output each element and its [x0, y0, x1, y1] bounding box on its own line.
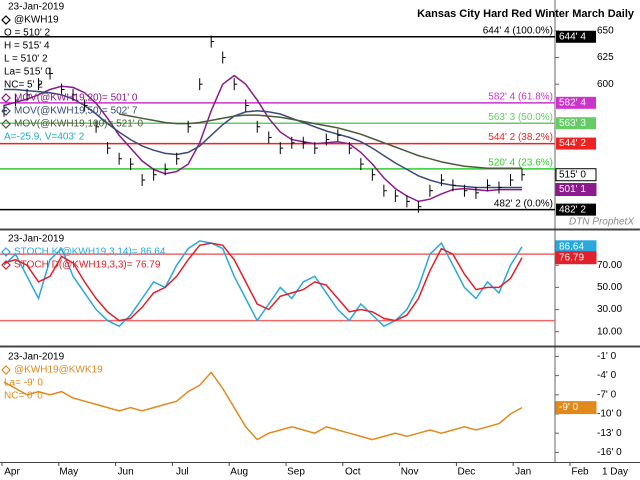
level-tag-label: 644' 4: [559, 31, 586, 42]
level-tag: [556, 203, 596, 216]
y-tick-label: 70.00: [597, 260, 622, 271]
legend-stat: La= 515' 0: [4, 67, 51, 78]
level-label: 644' 4 (100.0%): [483, 25, 553, 36]
legend-date: 23-Jan-2019: [8, 2, 65, 13]
legend-entry: STOCH D(@KWH19,3,3)= 76.79: [14, 260, 161, 271]
legend-marker: [1, 247, 11, 257]
interval: 1 Day: [602, 467, 628, 478]
legend-stat: L = 510' 2: [4, 54, 48, 65]
y-tick-label: -13' 0: [597, 428, 622, 439]
series-line: [3, 74, 522, 203]
source: DTN ProphetX: [569, 217, 634, 228]
level-tag: [556, 30, 596, 43]
series-line: [118, 113, 522, 170]
value-tag: [555, 401, 597, 415]
y-tick-label: -16' 0: [597, 447, 622, 458]
value-tag-label: 501' 1: [559, 184, 586, 195]
legend-entry: STOCH K(@KWH19,3,14)= 86.64: [14, 247, 166, 258]
level-label: 520' 4 (23.6%): [488, 158, 553, 169]
level-tag: [556, 96, 596, 109]
legend-marker: [1, 119, 11, 129]
level-label: 544' 2 (38.2%): [488, 132, 553, 143]
x-tick-label: Feb: [571, 467, 589, 478]
legend-symbol: @KWH19@KWK19: [14, 365, 103, 376]
legend-stat: NC= 0' 0: [4, 391, 43, 402]
legend-entry: MOV(@KWH19,20)= 501' 0: [14, 93, 138, 104]
legend-marker: [1, 365, 11, 375]
series-line: [3, 371, 523, 441]
level-tag-label: 563' 3: [559, 118, 586, 129]
y-tick-label: -4' 0: [597, 370, 617, 381]
y-tick-label: 650: [597, 26, 614, 37]
legend-marker: [1, 106, 11, 116]
x-tick-label: Nov: [401, 467, 419, 478]
x-tick-label: Jun: [118, 467, 134, 478]
legend-marker: [1, 15, 11, 25]
level-tag: [556, 117, 596, 130]
legend-stat: NC= 5' 2: [4, 80, 43, 91]
value-tag-label: 86.64: [559, 241, 584, 252]
value-tag: [555, 168, 597, 182]
legend-stat: La= -9' 0: [4, 378, 43, 389]
y-tick-label: -7' 0: [597, 389, 617, 400]
value-tag: [555, 183, 597, 197]
series-line: [3, 242, 523, 322]
value-tag-label: 76.79: [559, 252, 584, 263]
chart-title: Kansas City Hard Red Winter March Daily: [417, 8, 635, 20]
y-tick-label: 10.00: [597, 326, 622, 337]
legend-entry: MOV(@KWH19,100)= 521' 0: [14, 119, 143, 130]
level-tag-label: 582' 4: [559, 97, 586, 108]
legend-marker: [1, 93, 11, 103]
y-tick-label: -1' 0: [597, 351, 617, 362]
legend-marker: [1, 260, 11, 270]
level-tag-label: 482' 2: [559, 204, 586, 215]
y-tick-label: 625: [597, 52, 614, 63]
legend-entry: MOV(@KWH19,50)= 502' 7: [14, 106, 138, 117]
value-tag: [555, 251, 597, 265]
x-tick-label: Apr: [4, 467, 20, 478]
x-tick-label: Jul: [176, 467, 189, 478]
legend-stat: H = 515' 4: [4, 41, 50, 52]
x-tick-label: Jan: [515, 467, 531, 478]
y-tick-label: 600: [597, 79, 614, 90]
x-tick-label: Aug: [230, 467, 248, 478]
value-tag-label: 515' 0: [559, 169, 586, 180]
legend-stat: O = 510' 2: [4, 28, 51, 39]
series-line: [3, 240, 523, 328]
level-label: 482' 2 (0.0%): [494, 198, 553, 209]
level-label: 582' 4 (61.8%): [488, 91, 553, 102]
x-tick-label: Oct: [345, 467, 361, 478]
y-tick-label: 30.00: [597, 304, 622, 315]
level-tag: [556, 137, 596, 150]
legend-symbol: @KWH19: [14, 15, 59, 26]
y-tick-label: 50.00: [597, 282, 622, 293]
x-tick-label: May: [59, 467, 78, 478]
series-line: [4, 88, 522, 189]
level-label: 563' 3 (50.0%): [488, 112, 553, 123]
level-tag-label: 544' 2: [559, 138, 586, 149]
x-tick-label: Sep: [287, 467, 305, 478]
legend-footer: A=-25.9, V=403' 2: [4, 132, 85, 143]
legend-date: 23-Jan-2019: [8, 234, 65, 245]
value-tag-label: -9' 0: [559, 402, 579, 413]
x-tick-label: Dec: [458, 467, 476, 478]
legend-date: 23-Jan-2019: [8, 352, 65, 363]
y-tick-label: -10' 0: [597, 409, 622, 420]
